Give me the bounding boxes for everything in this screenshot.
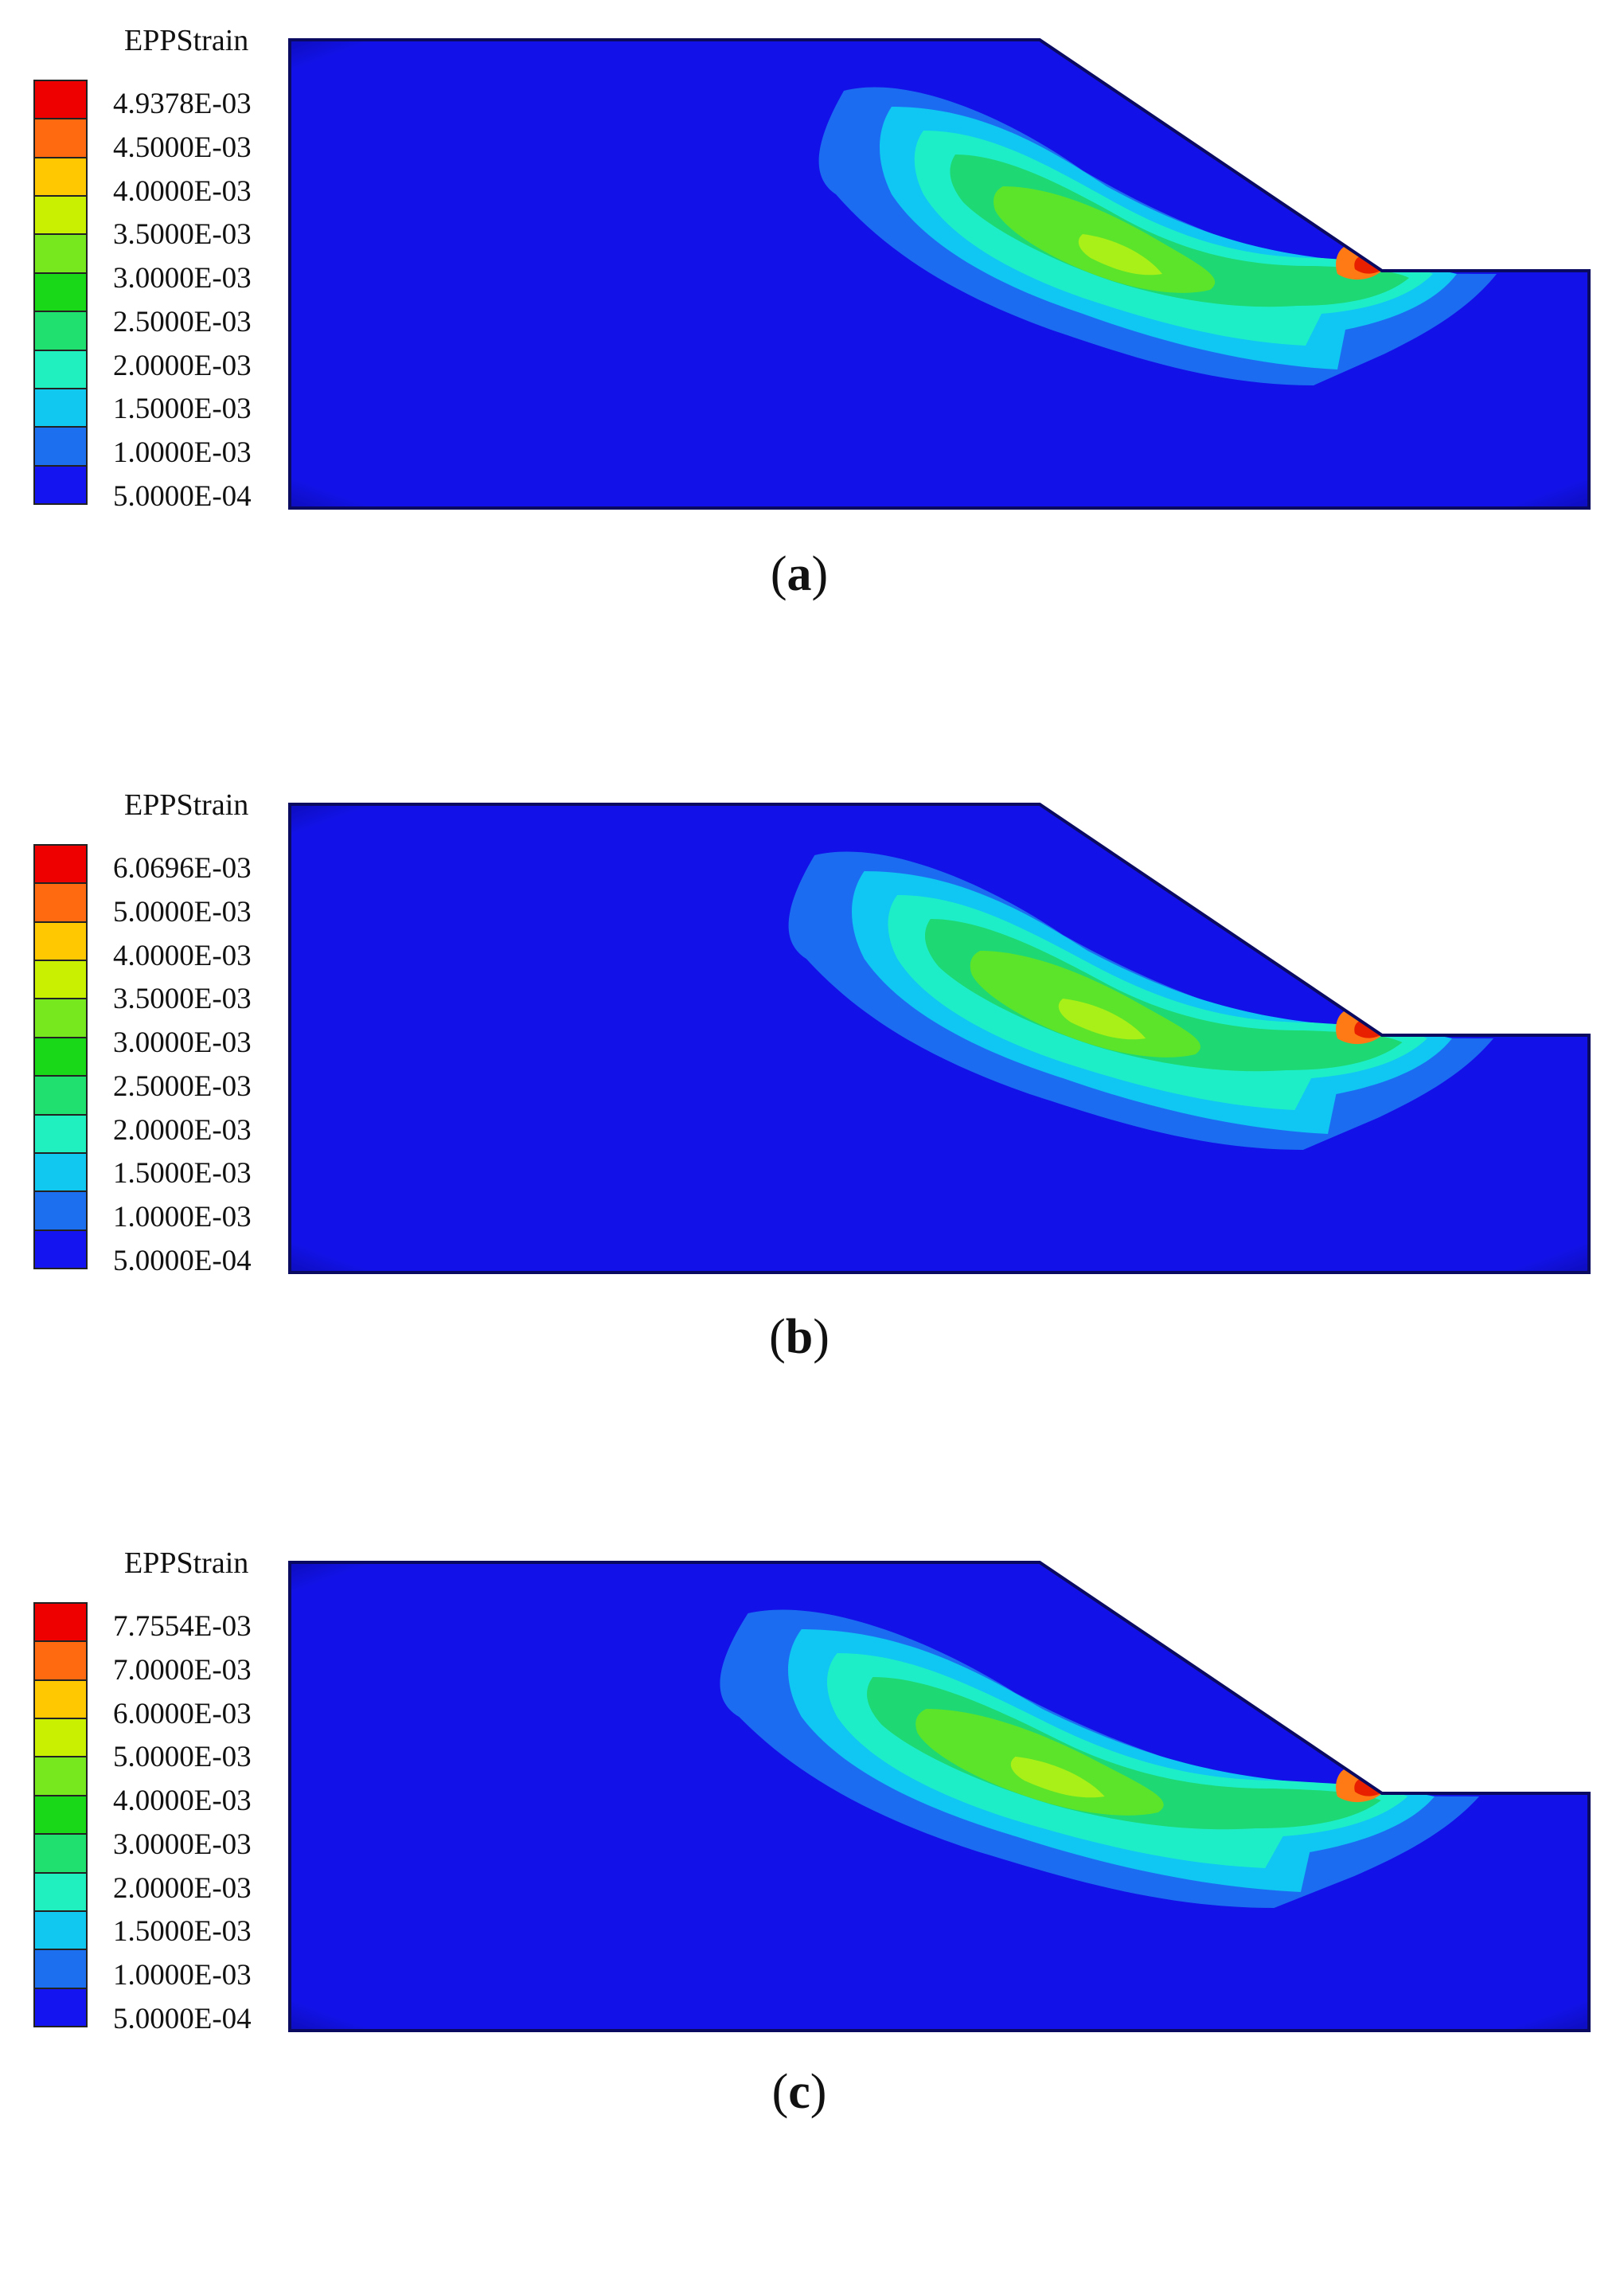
legend-level-label: 2.0000E-03 (113, 1113, 252, 1147)
legend-colorbar (33, 844, 88, 1269)
legend-level-label: 4.0000E-03 (113, 1785, 252, 1818)
legend-level-label: 6.0696E-03 (113, 852, 252, 885)
legend-swatch (35, 273, 86, 313)
legend-swatch (35, 846, 86, 885)
legend-level-label: 5.0000E-03 (113, 895, 252, 928)
strain-contour-plot (288, 38, 1591, 510)
legend-level-label: 6.0000E-03 (113, 1697, 252, 1730)
legend-swatch (35, 922, 86, 962)
legend-level-label: 2.0000E-03 (113, 349, 252, 382)
legend-swatch (35, 350, 86, 389)
legend-level-label: 2.5000E-03 (113, 1069, 252, 1103)
legend-swatch (35, 1719, 86, 1758)
legend-swatch (35, 1796, 86, 1835)
legend-level-label: 7.0000E-03 (113, 1653, 252, 1687)
edge-shading (290, 40, 1589, 508)
legend-level-label: 3.0000E-03 (113, 1828, 252, 1861)
legend-swatch (35, 1115, 86, 1154)
legend-swatch (35, 197, 86, 236)
legend-title: EPPStrain (124, 24, 249, 57)
legend-level-label: 3.5000E-03 (113, 983, 252, 1016)
legend-level-label: 4.9378E-03 (113, 88, 252, 120)
legend-swatch (35, 1230, 86, 1268)
panel-caption: (c) (771, 2065, 827, 2119)
panel-caption: (a) (770, 547, 829, 601)
legend-level-label: 5.0000E-04 (113, 1244, 252, 1277)
legend-labels: 4.9378E-03 4.5000E-03 4.0000E-03 3.5000E-03… (113, 89, 304, 511)
legend-swatch (35, 158, 86, 197)
caption-letter: b (785, 1310, 814, 1364)
legend-swatch (35, 1192, 86, 1231)
legend-level-label: 4.0000E-03 (113, 939, 252, 972)
legend-swatch (35, 999, 86, 1038)
legend-title: EPPStrain (124, 788, 249, 822)
legend-level-label: 5.0000E-04 (113, 479, 252, 513)
legend-swatch (35, 119, 86, 158)
legend-title: EPPStrain (124, 1546, 249, 1580)
caption-letter: a (787, 547, 812, 601)
caption-letter: c (788, 2065, 810, 2119)
legend-level-label: 7.7554E-03 (113, 1610, 252, 1643)
legend-swatch (35, 389, 86, 428)
legend-level-label: 5.0000E-04 (113, 2002, 252, 2035)
legend-level-label: 3.5000E-03 (113, 218, 252, 252)
legend-swatch (35, 1153, 86, 1193)
edge-shading (290, 804, 1589, 1273)
legend-level-label: 3.0000E-03 (113, 262, 252, 295)
edge-shading (290, 1562, 1589, 2031)
strain-contour-plot (288, 803, 1591, 1274)
legend-colorbar (33, 80, 88, 505)
legend-level-label: 1.0000E-03 (113, 1201, 252, 1234)
legend-swatch (35, 81, 86, 120)
legend-swatch (35, 235, 86, 274)
legend-level-label: 1.0000E-03 (113, 1959, 252, 1992)
legend-level-label: 4.0000E-03 (113, 174, 252, 208)
legend-swatch (35, 428, 86, 467)
strain-contour-plot (288, 1561, 1591, 2032)
legend-level-label: 2.5000E-03 (113, 305, 252, 338)
legend-swatch (35, 1950, 86, 1989)
legend-swatch (35, 1038, 86, 1077)
legend-swatch (35, 1642, 86, 1681)
legend-colorbar (33, 1602, 88, 2027)
panel-caption: (b) (769, 1310, 830, 1364)
legend-swatch (35, 961, 86, 1000)
legend-swatch (35, 466, 86, 503)
legend-level-label: 3.0000E-03 (113, 1026, 252, 1060)
legend-level-label: 1.5000E-03 (113, 1915, 252, 1949)
panel-a: EPPStrain 4.9378E-03 4.5000E-03 4.0000E-03 3… (0, 0, 1624, 764)
legend-swatch (35, 1873, 86, 1912)
legend-labels: 7.7554E-03 7.0000E-03 6.0000E-03 5.0000E-03… (113, 1612, 304, 2034)
panel-b: EPPStrain 6.0696E-03 5.0000E-03 4.0000E-03 3… (0, 764, 1624, 1529)
model-outline (288, 1561, 1591, 2032)
legend-labels: 6.0696E-03 5.0000E-03 4.0000E-03 3.5000E-03… (113, 854, 304, 1276)
model-outline (288, 38, 1591, 510)
legend-level-label: 1.5000E-03 (113, 1157, 252, 1190)
legend-swatch (35, 1604, 86, 1643)
legend-swatch (35, 312, 86, 351)
legend-level-label: 2.0000E-03 (113, 1871, 252, 1905)
legend-swatch (35, 1680, 86, 1720)
legend-swatch (35, 1988, 86, 2026)
legend-swatch (35, 1835, 86, 1874)
legend-level-label: 1.0000E-03 (113, 436, 252, 470)
legend-level-label: 5.0000E-03 (113, 1741, 252, 1774)
legend-swatch (35, 884, 86, 923)
legend-swatch (35, 1911, 86, 1951)
legend-level-label: 4.5000E-03 (113, 131, 252, 164)
legend-swatch (35, 1757, 86, 1796)
panel-c: EPPStrain 7.7554E-03 7.0000E-03 6.0000E-03 5… (0, 1523, 1624, 2287)
legend-swatch (35, 1077, 86, 1116)
model-outline (288, 803, 1591, 1274)
legend-level-label: 1.5000E-03 (113, 393, 252, 426)
